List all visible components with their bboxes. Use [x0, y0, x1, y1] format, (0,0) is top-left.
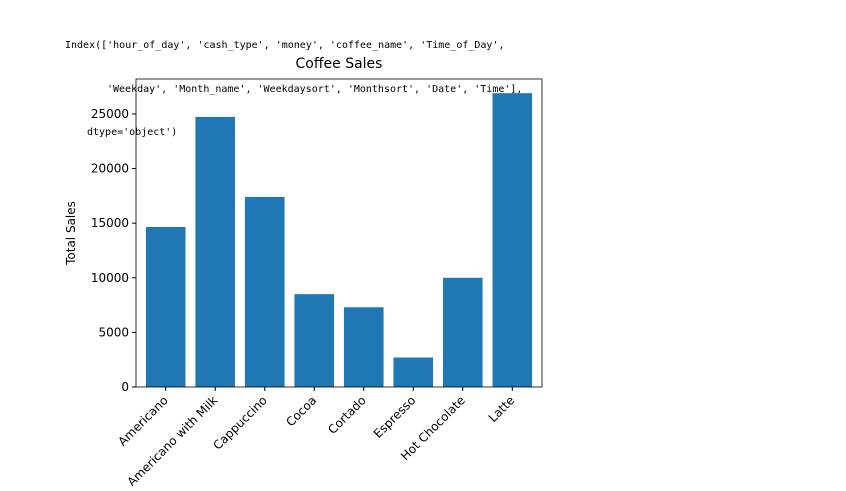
output-line: 'Weekday', 'Month_name', 'Weekdaysort', …	[107, 83, 523, 95]
chart-title: Coffee Sales	[296, 56, 383, 72]
y-tick-label: 15000	[91, 216, 129, 230]
bar	[343, 307, 384, 387]
bar	[145, 226, 186, 387]
bar	[492, 93, 533, 387]
bar	[195, 116, 236, 387]
bar	[294, 294, 335, 387]
y-tick-label: 20000	[91, 162, 129, 176]
bar	[244, 196, 285, 387]
y-tick-label: 0	[121, 380, 129, 394]
y-tick-label: 25000	[91, 107, 129, 121]
y-tick-label: 10000	[91, 271, 129, 285]
y-axis-label: Total Sales	[64, 201, 78, 266]
x-tick-label: Espresso	[371, 393, 419, 441]
x-tick-label: Cortado	[325, 393, 369, 437]
x-tick-label: Cocoa	[283, 393, 319, 429]
bar	[393, 357, 434, 387]
y-tick-label: 5000	[98, 325, 129, 339]
x-tick-label: Latte	[486, 393, 518, 425]
x-tick-label: Americano with Milk	[125, 393, 221, 489]
cell-output: Index(['hour_of_day', 'cash_type', 'mone…	[65, 10, 522, 155]
bar	[442, 277, 483, 387]
output-line: Index(['hour_of_day', 'cash_type', 'mone…	[65, 40, 505, 51]
plot-frame	[135, 78, 543, 388]
output-line: dtype='object')	[87, 127, 178, 138]
